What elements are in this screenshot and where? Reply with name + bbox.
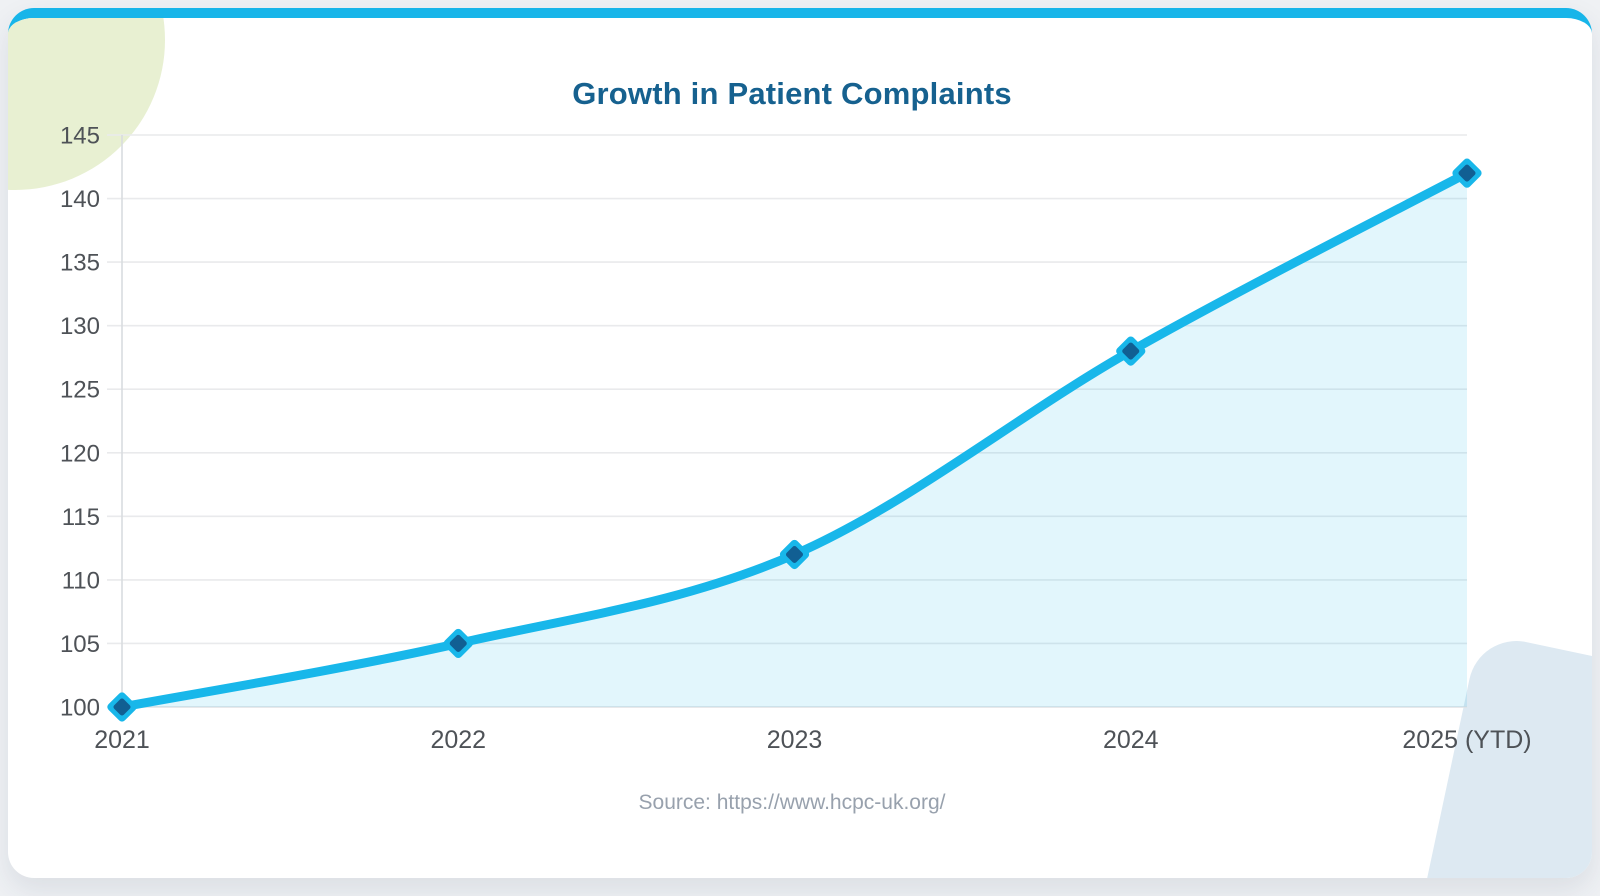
y-tick-label: 130 [60, 313, 100, 340]
y-tick-label: 105 [60, 631, 100, 658]
data-point-marker-inner [1458, 164, 1476, 182]
x-tick-label: 2025 (YTD) [1402, 726, 1531, 754]
chart-card: Growth in Patient Complaints 100 105 110 11… [8, 8, 1592, 878]
x-tick-label: 2022 [430, 726, 486, 754]
y-tick-label: 115 [62, 504, 100, 531]
y-tick-label: 135 [60, 250, 100, 277]
line-chart: 100 105 110 115 120 125 130 135 140 145 2021 2022 20… [60, 123, 1532, 755]
y-tick-label: 145 [60, 123, 100, 150]
source-caption: Source: https://www.hcpc-uk.org/ [638, 791, 946, 814]
y-tick-label: 120 [60, 440, 100, 467]
x-tick-label: 2023 [767, 726, 823, 754]
x-tick-label: 2021 [94, 726, 150, 754]
x-tick-label: 2024 [1103, 726, 1159, 754]
y-tick-label: 125 [60, 377, 100, 404]
y-tick-label: 110 [62, 567, 100, 594]
data-point-marker-inner [785, 545, 804, 563]
data-point-marker-inner [1122, 342, 1140, 360]
chart-title: Growth in Patient Complaints [572, 76, 1012, 111]
y-tick-label: 140 [60, 186, 100, 213]
area-fill [122, 173, 1467, 708]
data-point-marker-inner [449, 634, 467, 652]
data-point-marker-inner [113, 698, 131, 716]
y-tick-label: 100 [60, 695, 100, 722]
